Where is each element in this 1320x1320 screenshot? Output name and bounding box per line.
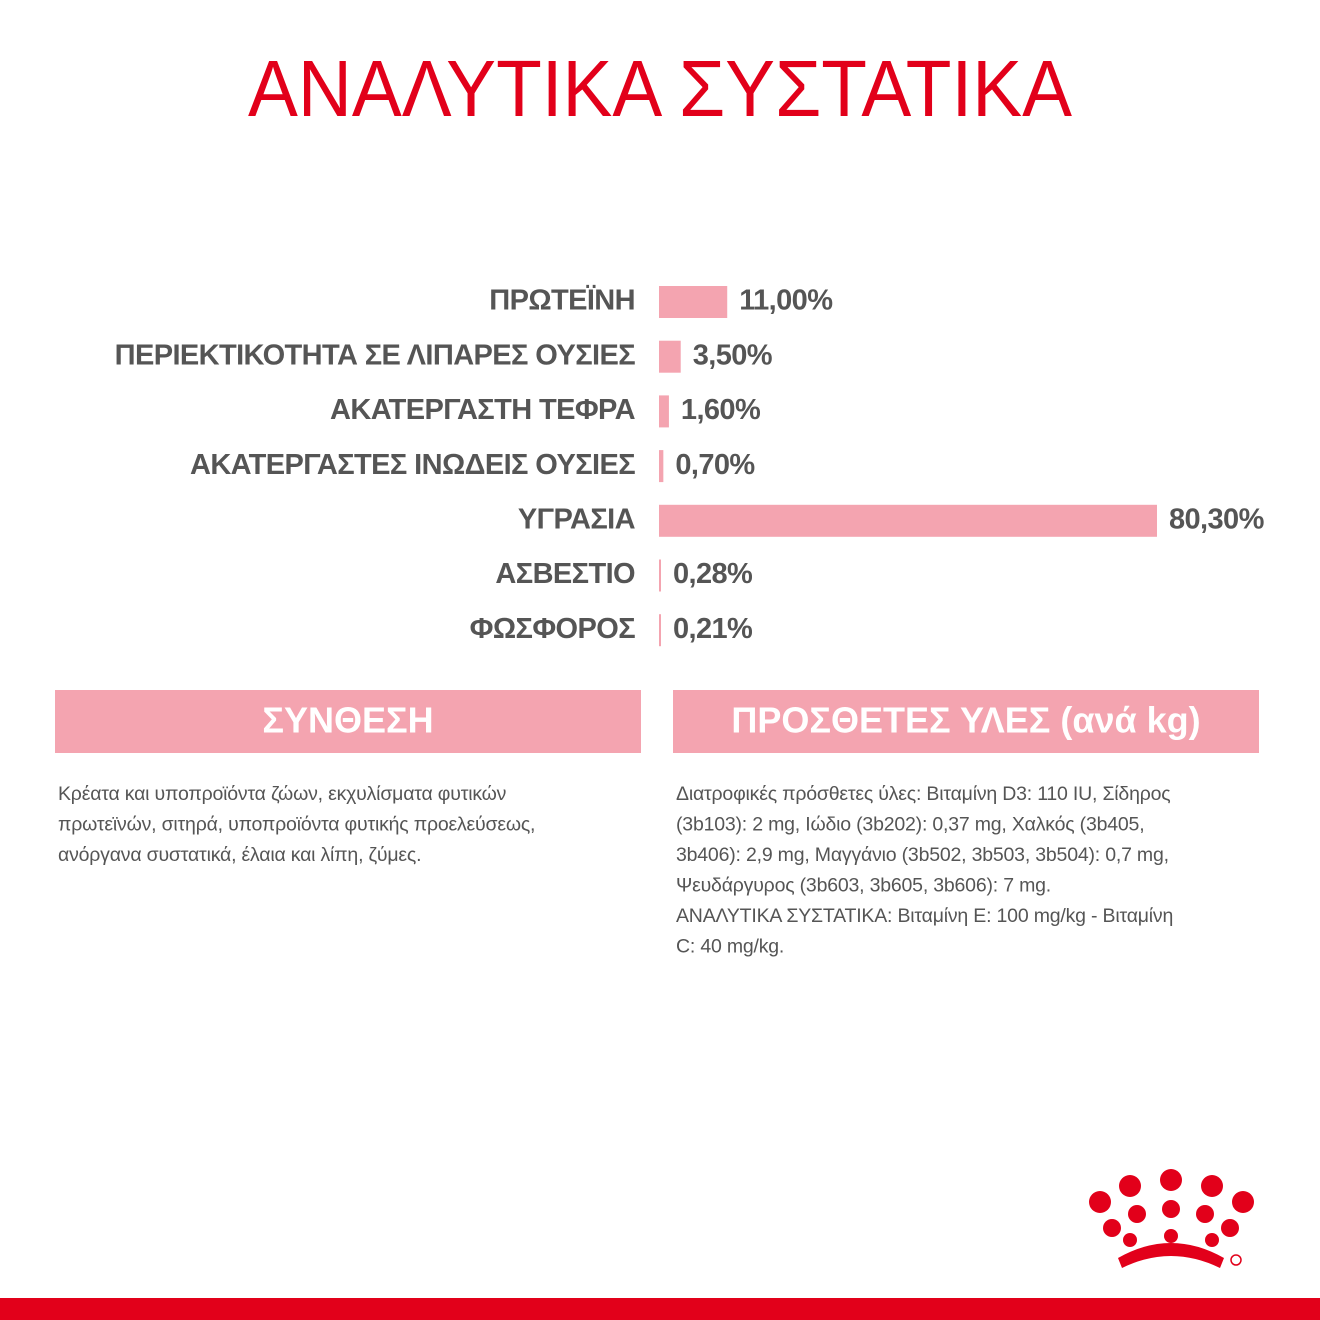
value-label: 11,00%: [739, 285, 833, 317]
value-label: 1,60%: [681, 394, 761, 426]
value-label: 0,70%: [675, 449, 755, 481]
section-header-box: [673, 690, 1259, 753]
category-label: ΑΚΑΤΕΡΓΑΣΤΕΣ ΙΝΩΔΕΙΣ ΟΥΣΙΕΣ: [190, 449, 635, 481]
logo: [1089, 1169, 1254, 1268]
bar: [659, 504, 1157, 537]
category-label: ΥΓΡΑΣΙΑ: [518, 503, 636, 535]
value-label: 80,30%: [1169, 503, 1265, 535]
footer-bar: [0, 1298, 1320, 1320]
section-text: 3b406): 2,9 mg, Μαγγάνιο (3b502, 3b503, …: [676, 844, 1169, 866]
bar: [659, 450, 664, 483]
category-label: ΠΡΩΤΕΪΝΗ: [489, 284, 635, 317]
section-heading: ΣΥΝΘΕΣΗ: [262, 700, 433, 741]
bar: [659, 340, 681, 373]
section-text: Ψευδάργυρος (3b603, 3b605, 3b606): 7 mg.: [676, 875, 1051, 897]
section-text: C: 40 mg/kg.: [676, 936, 784, 958]
bar: [659, 559, 661, 592]
category-label: ΑΚΑΤΕΡΓΑΣΤΗ ΤΕΦΡΑ: [330, 394, 636, 426]
category-label: ΑΣΒΕΣΤΙΟ: [495, 558, 635, 590]
section-text: πρωτεϊνών, σιτηρά, υποπροϊόντα φυτικής π…: [58, 814, 535, 836]
category-label: ΠΕΡΙΕΚΤΙΚΟΤΗΤΑ ΣΕ ΛΙΠΑΡΕΣ ΟΥΣΙΕΣ: [115, 339, 636, 371]
bar: [659, 286, 728, 318]
chart-title: ΑΝΑΛΥΤΙΚΑ ΣΥΣΤΑΤΙΚΑ: [248, 44, 1073, 133]
value-label: 3,50%: [693, 339, 773, 371]
section-header-box: [55, 690, 641, 753]
section-text: (3b103): 2 mg, Ιώδιο (3b202): 0,37 mg, Χ…: [676, 814, 1144, 836]
value-label: 0,28%: [673, 558, 753, 590]
bar: [659, 614, 661, 647]
value-label: 0,21%: [673, 613, 753, 645]
section-text: Κρέατα και υποπροϊόντα ζώων, εκχυλίσματα…: [58, 783, 506, 805]
category-label: ΦΩΣΦΟΡΟΣ: [470, 613, 636, 645]
bar: [659, 395, 669, 428]
section-heading: ΠΡΟΣΘΕΤΕΣ ΥΛΕΣ (ανά kg): [731, 700, 1200, 741]
section-text: ΑΝΑΛΥΤΙΚΑ ΣΥΣΤΑΤΙΚΑ: Βιταμίνη E: 100 mg/…: [676, 905, 1173, 927]
section-text: Διατροφικές πρόσθετες ύλες: Βιταμίνη D3:…: [676, 783, 1170, 805]
section-text: ανόργανα συστατικά, έλαια και λίπη, ζύμε…: [58, 844, 421, 866]
